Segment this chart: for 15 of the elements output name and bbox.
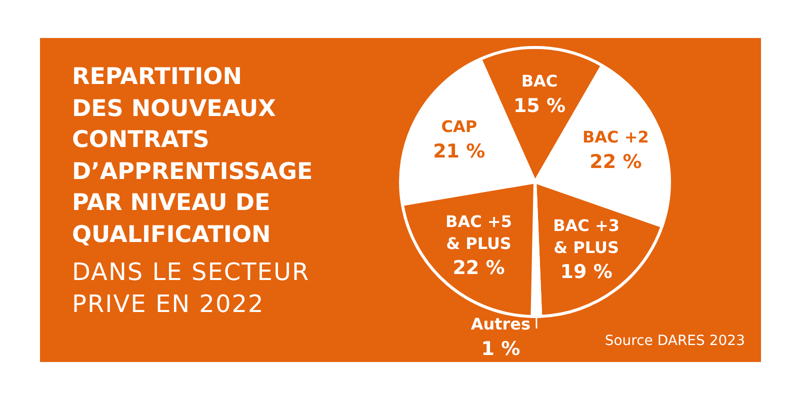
slice-label: CAP [441, 116, 478, 136]
data-label: 15 % [513, 94, 566, 117]
text: REPARTITION DES NOUVEAUX CONTRATS D’APPRENTISSAGE PAR NIVEAU DE QUALIFICATION [72, 63, 313, 250]
data-label: 22 % [590, 150, 642, 173]
slice-label: BAC +5 & PLUS [446, 212, 512, 253]
data-label: 22 % [452, 257, 505, 280]
slice-label: Autres [470, 314, 531, 334]
data-label: 1 % [481, 338, 520, 360]
source-note: Source DARES 2023 [604, 333, 745, 349]
data-label: 21 % [433, 140, 486, 162]
text: DANS LE SECTEUR PRIVE EN 2022 [72, 257, 310, 320]
slice-label: BAC [521, 72, 558, 91]
slice-label: BAC +2 [582, 128, 649, 147]
slice-label: BAC +3 & PLUS [553, 216, 620, 257]
data-label: 19 % [560, 261, 612, 284]
